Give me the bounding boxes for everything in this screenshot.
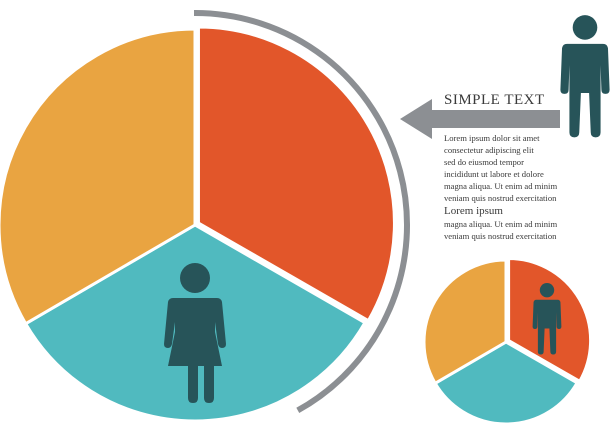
callout-line: veniam quis nostrud exercitation (444, 193, 557, 203)
callout-line: incididunt ut labore et dolore (444, 169, 544, 179)
callout-text-block: SIMPLE TEXT Lorem ipsum dolor sit amet c… (444, 92, 557, 241)
male-person-icon (532, 282, 562, 355)
outer-arc (193, 9, 411, 414)
small-pie-slice-yellow (422, 258, 508, 386)
callout-line: Lorem ipsum dolor sit amet (444, 133, 540, 143)
callout-line: magna aliqua. Ut enim ad minim (444, 181, 557, 191)
callout-heading: SIMPLE TEXT (444, 92, 545, 108)
callout-line: sed do eiusmod tempor (444, 157, 524, 167)
left-arrow-icon (400, 99, 560, 139)
small-pie-chart (422, 256, 593, 424)
large-pie-slice-yellow (0, 27, 197, 326)
callout-line: veniam quis nostrud exercitation (444, 231, 557, 241)
callout-line: consectetur adipiscing elit (444, 145, 534, 155)
large-pie-chart (0, 25, 396, 423)
male-person-icon (560, 15, 610, 138)
callout-line: magna aliqua. Ut enim ad minim (444, 219, 557, 229)
large-pie-slice-orange (196, 25, 396, 323)
callout-subheading: Lorem ipsum (444, 205, 503, 217)
female-person-icon (164, 263, 226, 403)
